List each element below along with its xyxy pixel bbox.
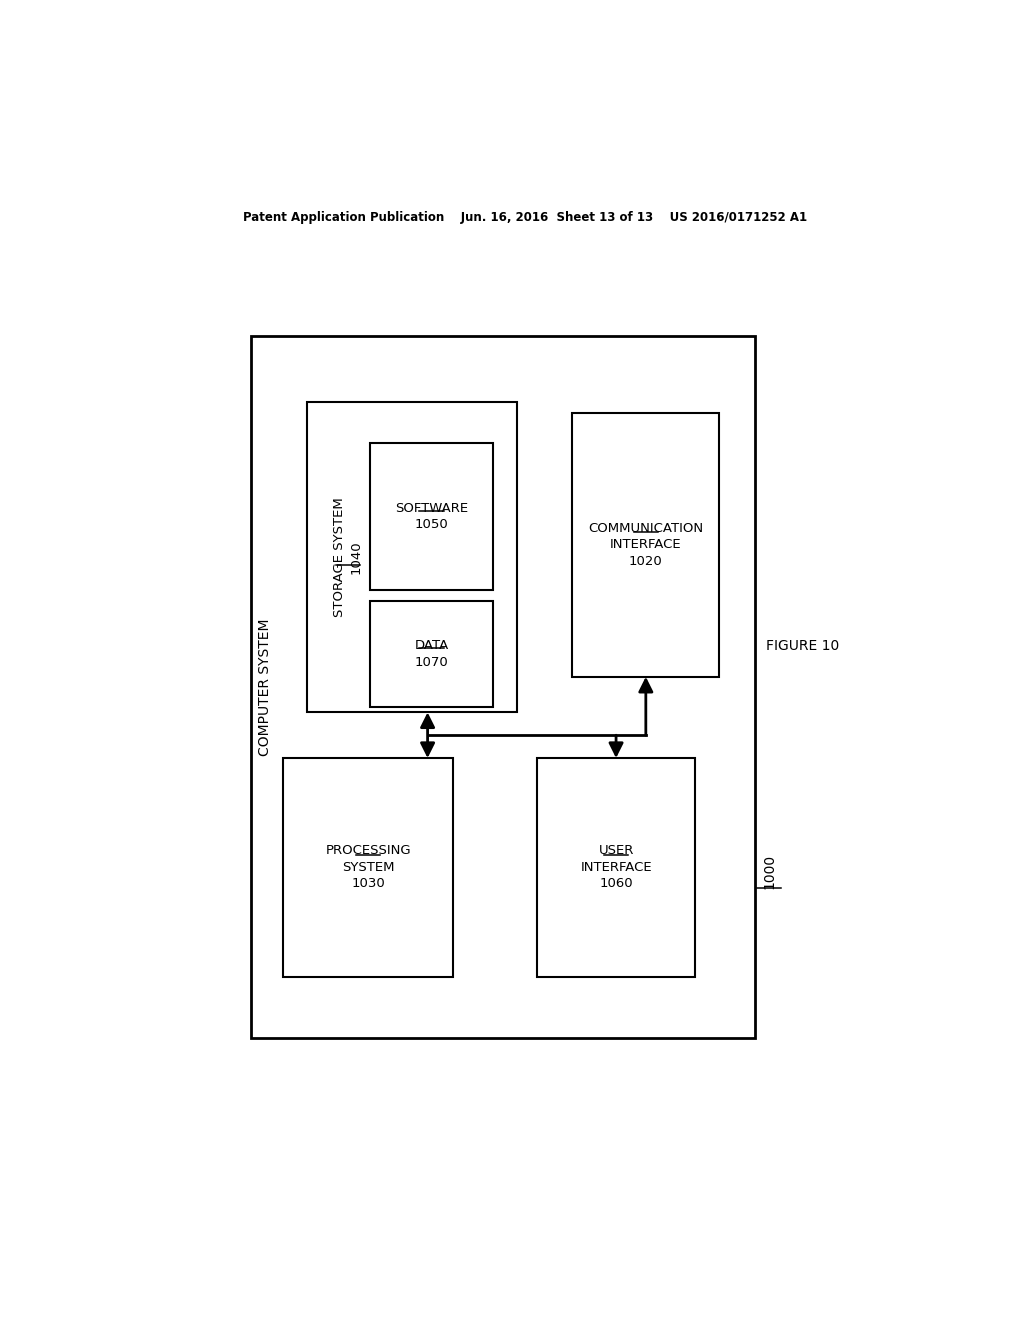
Text: STORAGE SYSTEM
1040: STORAGE SYSTEM 1040 [333,498,362,618]
Text: PROCESSING
SYSTEM
1030: PROCESSING SYSTEM 1030 [326,845,411,890]
Bar [283,758,454,977]
Bar [537,758,695,977]
Text: DATA
1070: DATA 1070 [415,639,449,669]
Text: Patent Application Publication    Jun. 16, 2016  Sheet 13 of 13    US 2016/01712: Patent Application Publication Jun. 16, … [243,211,807,224]
Text: USER
INTERFACE
1060: USER INTERFACE 1060 [581,845,652,890]
Bar [306,403,517,713]
Bar [370,601,494,708]
Bar [572,413,719,677]
Bar [370,444,494,590]
Text: SOFTWARE
1050: SOFTWARE 1050 [395,502,468,532]
Text: COMMUNICATION
INTERFACE
1020: COMMUNICATION INTERFACE 1020 [588,521,703,568]
Text: COMPUTER SYSTEM: COMPUTER SYSTEM [258,618,272,755]
Text: FIGURE 10: FIGURE 10 [766,639,840,653]
Bar [251,337,755,1038]
Text: 1000: 1000 [762,854,776,888]
